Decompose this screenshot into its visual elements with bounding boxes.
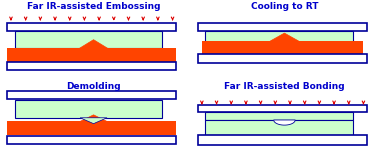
Bar	[206, 112, 353, 120]
Polygon shape	[270, 33, 299, 41]
Text: Far IR-assisted Bonding: Far IR-assisted Bonding	[224, 82, 345, 91]
Bar	[8, 62, 176, 70]
Bar	[8, 49, 176, 62]
Polygon shape	[80, 115, 107, 121]
Polygon shape	[80, 118, 107, 124]
Bar	[198, 135, 367, 145]
Polygon shape	[274, 120, 295, 125]
Bar	[8, 91, 176, 99]
Bar	[14, 100, 162, 118]
Bar	[198, 54, 367, 63]
Bar	[14, 31, 162, 49]
Bar	[202, 41, 363, 54]
Text: Demolding: Demolding	[66, 82, 121, 91]
Bar	[206, 120, 353, 135]
Bar	[8, 23, 176, 31]
Bar	[198, 105, 367, 112]
Text: Far IR-assisted Embossing: Far IR-assisted Embossing	[27, 2, 160, 11]
Bar	[8, 136, 176, 144]
Bar	[198, 23, 367, 31]
Bar	[8, 122, 176, 135]
Polygon shape	[79, 40, 108, 49]
Text: Cooling to RT: Cooling to RT	[251, 2, 318, 11]
Bar	[206, 31, 353, 51]
